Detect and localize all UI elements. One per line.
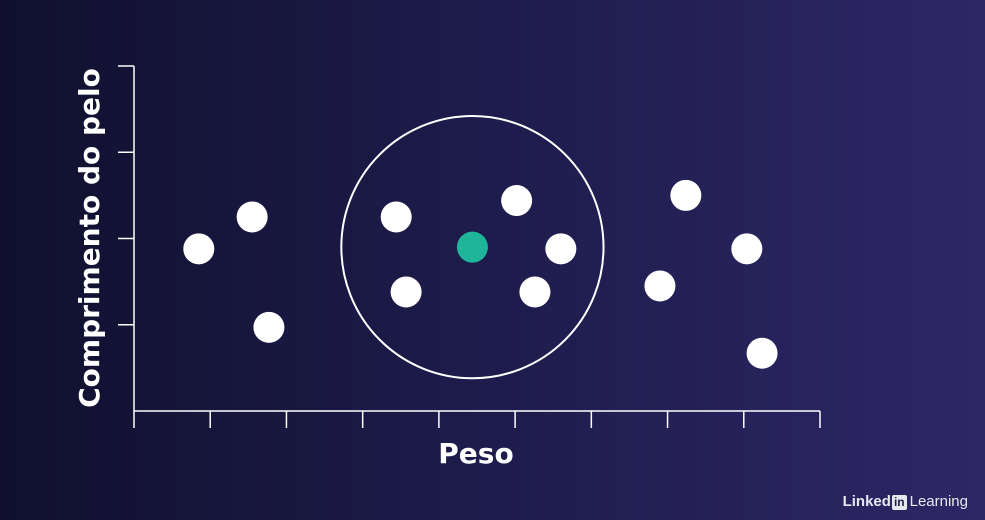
data-point: [644, 270, 676, 302]
data-point: [183, 233, 215, 265]
data-point: [253, 311, 285, 343]
data-point: [501, 185, 533, 217]
data-point: [519, 276, 551, 308]
axis-ticks: [118, 65, 821, 428]
data-point: [746, 337, 778, 369]
logo-in-badge: in: [891, 494, 907, 510]
data-point: [731, 233, 763, 265]
data-point: [390, 276, 422, 308]
logo-linked-text: Linked: [842, 493, 891, 510]
data-points: [183, 115, 778, 380]
data-point: [236, 201, 268, 233]
data-point: [380, 201, 412, 233]
neighborhood-circle: [340, 115, 605, 380]
y-axis-label: Comprimento do pelo: [73, 68, 106, 408]
data-point: [670, 179, 702, 211]
data-point: [545, 233, 577, 265]
x-axis-label: Peso: [438, 437, 513, 470]
logo-learning-text: Learning: [909, 493, 968, 510]
highlighted-data-point: [456, 231, 488, 263]
linkedin-learning-logo: Linked in Learning: [843, 492, 968, 512]
